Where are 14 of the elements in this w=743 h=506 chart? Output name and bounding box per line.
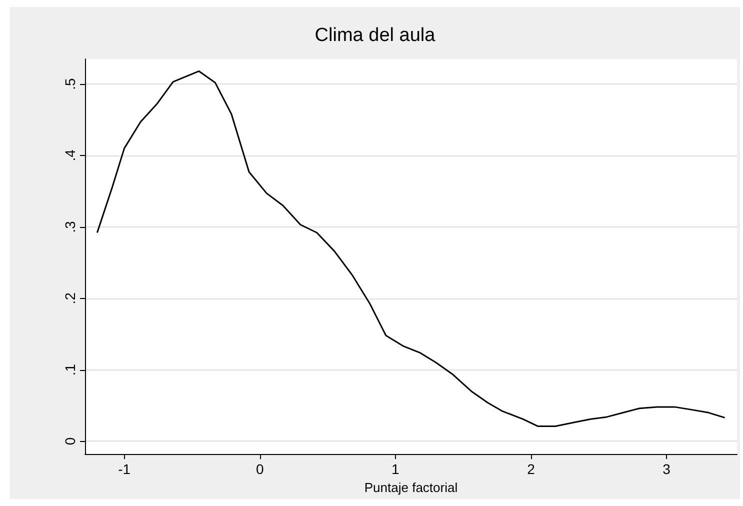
y-tick-label: .3 (62, 220, 78, 233)
x-axis-title: Puntaje factorial (364, 480, 458, 495)
y-tick-label: .1 (62, 364, 78, 376)
x-tick-label: -1 (118, 461, 131, 478)
y-tick-label: .4 (62, 149, 78, 162)
y-tick-label: .5 (62, 78, 78, 90)
y-tick-label: .2 (62, 292, 78, 304)
x-tick-label: 3 (662, 461, 671, 478)
line-series (96, 70, 726, 427)
x-tick-label: 2 (527, 461, 536, 478)
chart-title: Clima del aula (314, 25, 436, 46)
y-tick-label: 0 (62, 437, 78, 446)
x-tick-label: 0 (256, 461, 264, 478)
x-tick-label: 1 (392, 461, 400, 478)
